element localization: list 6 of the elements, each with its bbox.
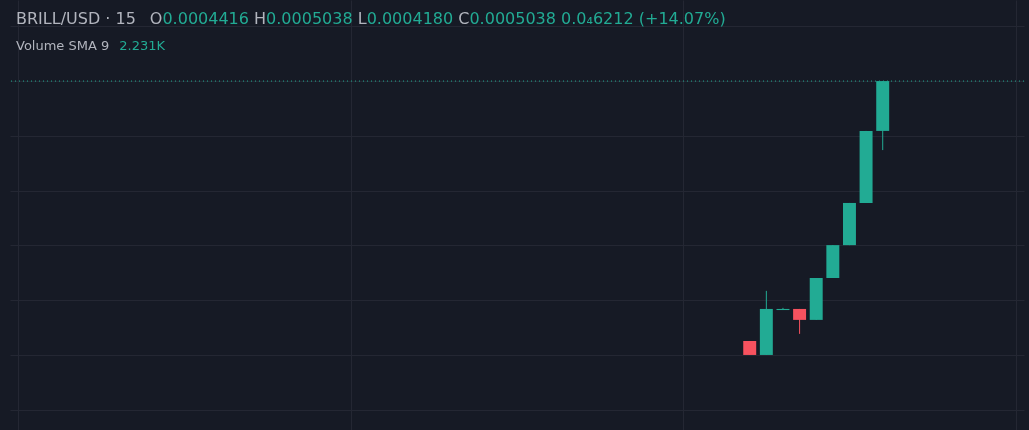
- text: 2.231K: [119, 38, 165, 53]
- chart-title: BRILL/USD · 15: [16, 9, 136, 28]
- text: Volume SMA 9: [16, 38, 110, 53]
- candlestick: [793, 308, 807, 335]
- text: O0.0004416 H0.0005038 L0.0004180 C0.0005038 0.0₄6212 (+14.07%): [149, 9, 726, 28]
- candlestick: [776, 307, 790, 311]
